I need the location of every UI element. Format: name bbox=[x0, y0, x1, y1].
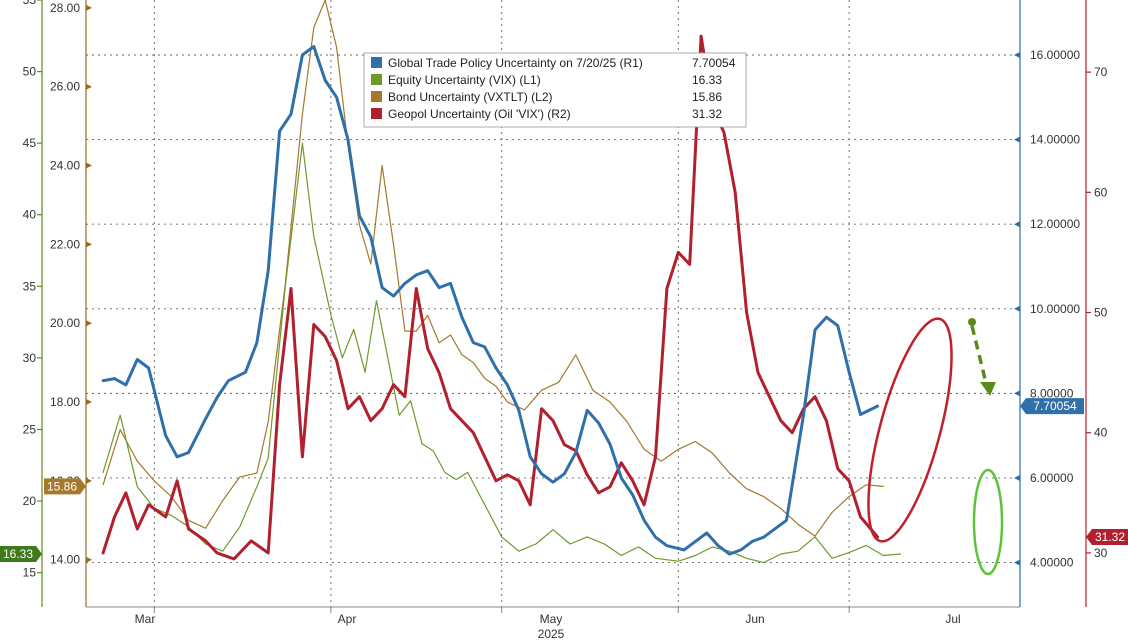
l2-last-value-tag: 15.86 bbox=[47, 479, 77, 493]
l1-tick-label: 30 bbox=[23, 351, 37, 365]
r1-tick-label: 10.00000 bbox=[1030, 302, 1080, 316]
month-label-jul: Jul bbox=[945, 612, 960, 626]
red-ellipse-annotation bbox=[867, 317, 953, 543]
l1-last-value-tag-bg bbox=[0, 546, 42, 563]
legend-swatch bbox=[371, 108, 382, 119]
legend: Global Trade Policy Uncertainty on 7/20/… bbox=[363, 52, 747, 128]
r1-last-value-tag: 7.70054 bbox=[1033, 399, 1077, 413]
r2-last-value-tag: 31.32 bbox=[1095, 530, 1125, 544]
l2-tick-label: 22.00 bbox=[50, 237, 80, 251]
r1-tick-label: 12.00000 bbox=[1030, 217, 1080, 231]
r2-tick-label: 50 bbox=[1094, 306, 1108, 320]
l2-tick-mark bbox=[86, 320, 92, 327]
legend-value: 16.33 bbox=[692, 73, 722, 87]
l1-tick-label: 40 bbox=[23, 208, 37, 222]
l2-tick-label: 24.00 bbox=[50, 159, 80, 173]
last-value-tags: 7.70054 31.32 15.86 16.33 bbox=[0, 398, 1128, 563]
arrow-dashed-shaft bbox=[970, 325, 988, 384]
r1-tick-mark bbox=[1014, 474, 1020, 481]
l1-tick-label: 35 bbox=[23, 279, 37, 293]
l2-tick-label: 20.00 bbox=[50, 316, 80, 330]
month-ticks bbox=[153, 607, 850, 613]
series-line-l1 bbox=[102, 142, 902, 564]
l1-last-value-tag: 16.33 bbox=[3, 547, 33, 561]
month-label-apr: Apr bbox=[338, 612, 357, 626]
legend-label: Global Trade Policy Uncertainty on 7/20/… bbox=[388, 56, 643, 70]
l2-tick-label: 26.00 bbox=[50, 80, 80, 94]
legend-box bbox=[363, 52, 747, 128]
l2-tick-mark bbox=[86, 162, 92, 169]
r2-tick-label: 40 bbox=[1094, 426, 1108, 440]
legend-label: Bond Uncertainty (VXTLT) (L2) bbox=[388, 90, 553, 104]
l2-last-value-tag-bg bbox=[44, 478, 86, 495]
r1-tick-mark bbox=[1014, 390, 1020, 397]
arrow-start-dot bbox=[968, 318, 976, 326]
l1-ticks: 15 20 25 30 35 40 45 50 55 bbox=[23, 0, 42, 580]
legend-value: 7.70054 bbox=[692, 56, 736, 70]
r2-tick-label: 30 bbox=[1094, 546, 1108, 560]
legend-label: Equity Uncertainty (VIX) (L1) bbox=[388, 73, 541, 87]
r2-last-value-tag-bg bbox=[1086, 529, 1128, 546]
legend-swatch bbox=[371, 74, 382, 85]
legend-value: 15.86 bbox=[692, 90, 722, 104]
r1-tick-label: 4.00000 bbox=[1030, 556, 1074, 570]
r1-tick-label: 6.00000 bbox=[1030, 471, 1074, 485]
l1-tick-label: 15 bbox=[23, 566, 37, 580]
arrow-head bbox=[980, 382, 996, 396]
month-label-jun: Jun bbox=[745, 612, 764, 626]
series-line-r1 bbox=[101, 45, 880, 556]
r1-ticks: 4.00000 6.00000 8.00000 10.00000 12.00000 14.… bbox=[1014, 48, 1080, 570]
r2-tick-label: 70 bbox=[1094, 65, 1108, 79]
l2-tick-mark bbox=[86, 399, 92, 406]
r1-tick-label: 16.00000 bbox=[1030, 48, 1080, 62]
series-line-l2 bbox=[102, 0, 884, 537]
l2-tick-mark bbox=[86, 4, 92, 11]
l1-tick-label: 20 bbox=[23, 494, 37, 508]
r1-tick-label: 8.00000 bbox=[1030, 386, 1074, 400]
legend-swatch bbox=[371, 91, 382, 102]
month-label-may: May bbox=[540, 612, 563, 626]
l2-tick-label: 18.00 bbox=[50, 395, 80, 409]
r1-tick-mark bbox=[1014, 305, 1020, 312]
legend-label: Geopol Uncertainty (Oil 'VIX') (R2) bbox=[388, 107, 571, 121]
r1-tick-mark bbox=[1014, 136, 1020, 143]
gridlines bbox=[86, 0, 1020, 607]
month-label-mar: Mar bbox=[135, 612, 156, 626]
l2-tick-label: 14.00 bbox=[50, 553, 80, 567]
l2-tick-mark bbox=[86, 477, 92, 484]
year-label: 2025 bbox=[538, 627, 565, 641]
legend-value: 31.32 bbox=[692, 107, 722, 121]
l1-tick-label: 55 bbox=[23, 0, 37, 7]
month-labels: Mar Apr May Jun Jul 2025 bbox=[135, 612, 961, 641]
r1-tick-label: 14.00000 bbox=[1030, 133, 1080, 147]
r1-tick-mark bbox=[1014, 221, 1020, 228]
l2-tick-mark bbox=[86, 241, 92, 248]
l1-tick-label: 45 bbox=[23, 136, 37, 150]
l1-tick-label: 50 bbox=[23, 65, 37, 79]
r1-tick-mark bbox=[1014, 559, 1020, 566]
series-line-r2 bbox=[101, 34, 880, 561]
r2-ticks: 30 40 50 60 70 bbox=[1086, 65, 1108, 560]
l2-tick-mark bbox=[86, 556, 92, 563]
l1-tick-label: 25 bbox=[23, 422, 37, 436]
legend-swatch bbox=[371, 57, 382, 68]
l2-tick-label: 28.00 bbox=[50, 1, 80, 15]
r1-last-value-tag-bg bbox=[1020, 398, 1084, 415]
l2-tick-mark bbox=[86, 83, 92, 90]
series-layer bbox=[101, 0, 902, 564]
r1-tick-mark bbox=[1014, 51, 1020, 58]
green-ellipse-annotation bbox=[972, 468, 1004, 576]
r2-tick-label: 60 bbox=[1094, 185, 1108, 199]
